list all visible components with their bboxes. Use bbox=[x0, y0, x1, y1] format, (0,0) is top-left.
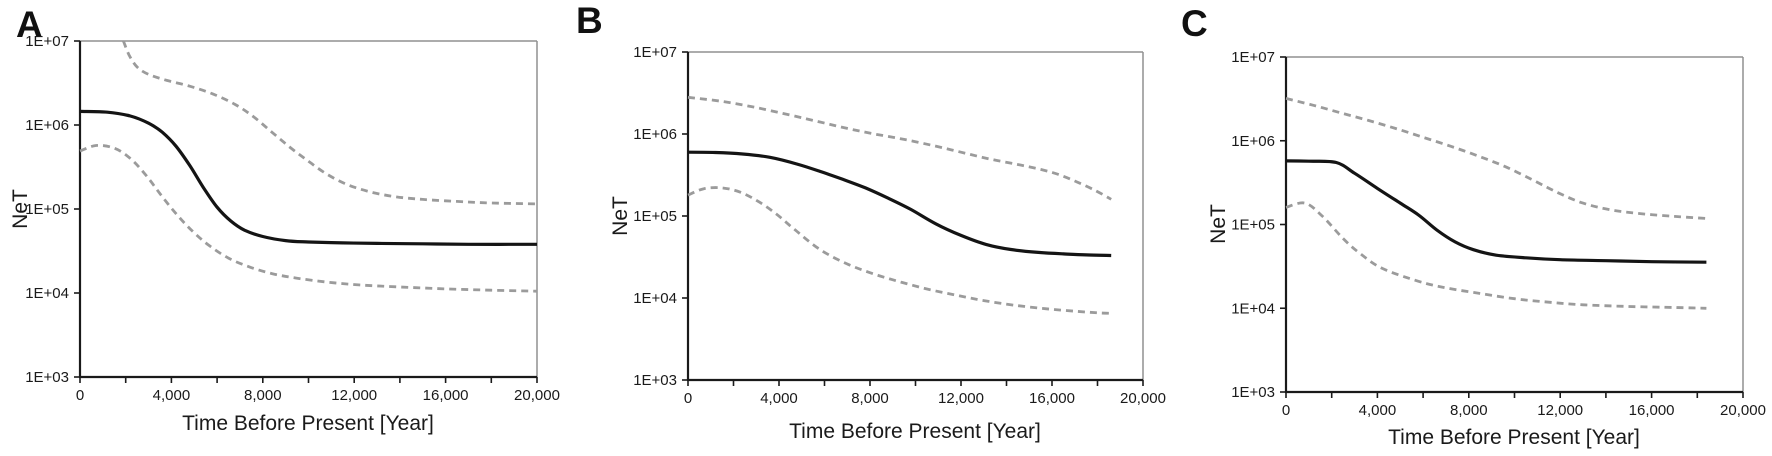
median-line bbox=[1285, 159, 1707, 264]
panel-label-b: B bbox=[576, 0, 603, 41]
y-tick-label: 1E+04 bbox=[1231, 300, 1275, 317]
x-tick-label: 12,000 bbox=[938, 390, 984, 407]
x-tick-label: 0 bbox=[684, 390, 692, 407]
x-tick-label: 16,000 bbox=[1629, 402, 1675, 419]
y-tick-label: 1E+06 bbox=[1231, 133, 1275, 150]
x-tick-label: 16,000 bbox=[1029, 390, 1075, 407]
y-axis-title-c: NeT bbox=[1207, 204, 1230, 244]
lower-95ci-line bbox=[1285, 201, 1707, 310]
panel-C: C NeT Time Before Present [Year] 1E+031E… bbox=[1181, 3, 1766, 449]
median-line bbox=[687, 150, 1112, 258]
lower-95ci-line bbox=[79, 143, 538, 293]
plot-area-c: 1E+03 1E+04 1E+05 1E+06 1E+07 0 4,000 8,000 12,0… bbox=[1231, 49, 1766, 419]
y-tick-label: 1E+04 bbox=[633, 290, 677, 307]
x-axis-title-b: Time Before Present [Year] bbox=[789, 420, 1041, 443]
x-axis-title-c: Time Before Present [Year] bbox=[1388, 426, 1640, 449]
y-tick-label: 1E+07 bbox=[633, 44, 677, 61]
upper-95ci-line bbox=[687, 95, 1112, 201]
y-tick-label: 1E+06 bbox=[25, 117, 69, 134]
panel-B: B NeT Time Before Present [Year] 1E+031E… bbox=[576, 0, 1166, 443]
y-tick-label: 1E+04 bbox=[25, 285, 69, 302]
x-tick-label: 4,000 bbox=[1359, 402, 1397, 419]
x-tick-label: 0 bbox=[1282, 402, 1290, 419]
y-tick-label: 1E+06 bbox=[633, 126, 677, 143]
y-axis-title-a: NeT bbox=[9, 189, 32, 229]
y-tick-label: 1E+03 bbox=[25, 369, 69, 386]
y-tick-label: 1E+07 bbox=[1231, 49, 1275, 66]
y-tick-label: 1E+07 bbox=[25, 33, 69, 50]
x-axis-title-a: Time Before Present [Year] bbox=[182, 412, 434, 435]
x-tick-label: 8,000 bbox=[244, 387, 282, 404]
lower-95ci-line bbox=[687, 186, 1112, 315]
x-tick-label: 16,000 bbox=[423, 387, 469, 404]
x-tick-label: 0 bbox=[76, 387, 84, 404]
x-tick-label: 8,000 bbox=[851, 390, 889, 407]
x-tick-label: 12,000 bbox=[1537, 402, 1583, 419]
x-tick-label: 4,000 bbox=[760, 390, 798, 407]
y-tick-label: 1E+03 bbox=[633, 372, 677, 389]
panel-label-c: C bbox=[1181, 3, 1208, 44]
y-tick-label: 1E+05 bbox=[633, 208, 677, 225]
plot-area-b: 1E+03 1E+04 1E+05 1E+06 1E+07 0 4,000 8,000 12,0… bbox=[633, 44, 1166, 407]
upper-95ci-line bbox=[122, 40, 538, 206]
x-tick-label: 4,000 bbox=[153, 387, 191, 404]
y-tick-label: 1E+03 bbox=[1231, 384, 1275, 401]
x-tick-label: 20,000 bbox=[514, 387, 560, 404]
panel-A: A NeT Time Before Present [Year] 1E+031E… bbox=[9, 4, 560, 435]
panel-label-a: A bbox=[16, 4, 43, 45]
x-tick-label: 20,000 bbox=[1120, 390, 1166, 407]
y-tick-label: 1E+05 bbox=[1231, 217, 1275, 234]
median-line bbox=[79, 109, 538, 246]
upper-95ci-line bbox=[1285, 97, 1707, 220]
x-tick-label: 8,000 bbox=[1450, 402, 1488, 419]
x-tick-label: 20,000 bbox=[1720, 402, 1766, 419]
y-axis-title-b: NeT bbox=[609, 196, 632, 236]
x-tick-label: 12,000 bbox=[331, 387, 377, 404]
plot-area-a: 1E+03 1E+04 1E+05 1E+06 1E+07 0 4,000 8,000 12,0… bbox=[25, 33, 560, 404]
y-tick-label: 1E+05 bbox=[25, 201, 69, 218]
